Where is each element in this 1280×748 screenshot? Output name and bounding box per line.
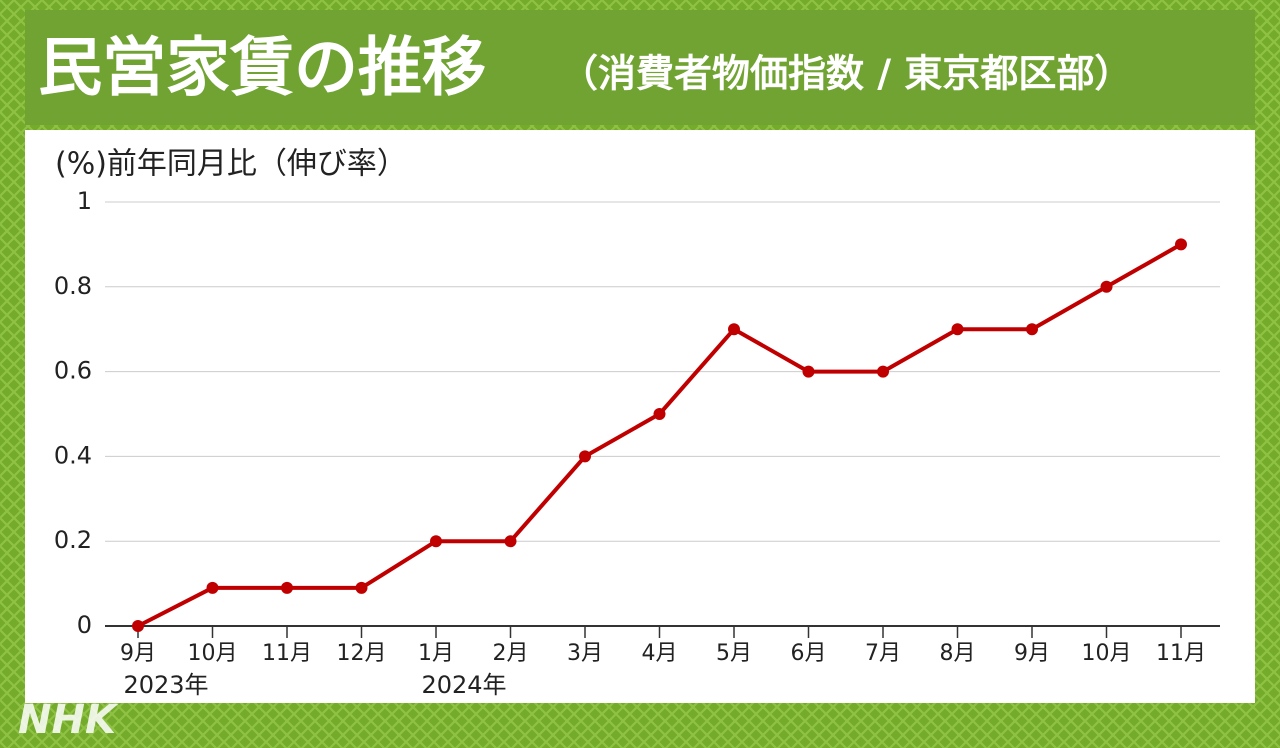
data-point bbox=[281, 581, 293, 594]
x-tick-label: 11月 bbox=[262, 641, 312, 666]
chart-subtitle: （消費者物価指数 / 東京都区部） bbox=[560, 52, 1132, 96]
data-point bbox=[504, 535, 517, 548]
data-point bbox=[355, 581, 368, 594]
plot-area: 0 0.2 0.4 0.6 0.8 1 9月 2023年 10月 11月 12月 1月 2024年 2月 3… bbox=[54, 187, 1220, 699]
plot-panel bbox=[25, 130, 1255, 703]
x-tick-label: 3月 bbox=[567, 641, 603, 666]
data-point bbox=[206, 581, 219, 594]
data-point bbox=[802, 365, 815, 378]
x-tick-label: 10月 bbox=[188, 641, 238, 666]
y-axis-label: (%)前年同月比（伸び率） bbox=[55, 147, 407, 182]
x-tick-label: 1月 bbox=[418, 641, 454, 666]
data-point bbox=[430, 535, 442, 548]
data-point bbox=[579, 450, 591, 463]
logo: NHK bbox=[18, 697, 119, 743]
data-point bbox=[653, 408, 666, 420]
x-tick-label: 2月 bbox=[493, 641, 529, 666]
x-tick-label: 11月 bbox=[1156, 641, 1206, 666]
x-tick-label: 9月 bbox=[1014, 641, 1050, 666]
data-point bbox=[1175, 238, 1187, 251]
x-tick-label: 5月 bbox=[716, 641, 752, 666]
x-tick-label: 10月 bbox=[1082, 641, 1132, 666]
chart-title: 民営家賃の推移 bbox=[38, 32, 486, 106]
data-point bbox=[728, 323, 740, 336]
y-tick-label: 0.4 bbox=[54, 441, 92, 469]
year-label: 2023年 bbox=[123, 671, 208, 699]
x-tick-label: 12月 bbox=[337, 641, 387, 666]
data-point bbox=[951, 323, 964, 336]
x-tick-label: 4月 bbox=[642, 641, 678, 666]
y-tick-label: 0 bbox=[77, 611, 92, 639]
x-tick-label: 7月 bbox=[865, 641, 901, 666]
y-tick-label: 1 bbox=[77, 187, 92, 215]
x-tick-label: 6月 bbox=[791, 641, 827, 666]
data-point bbox=[877, 365, 889, 378]
y-tick-label: 0.8 bbox=[54, 272, 92, 300]
data-point bbox=[1100, 280, 1113, 293]
y-tick-label: 0.6 bbox=[54, 357, 92, 385]
x-tick-label: 9月 bbox=[120, 641, 156, 666]
y-tick-label: 0.2 bbox=[54, 526, 92, 554]
year-label: 2024年 bbox=[421, 671, 506, 699]
title-banner bbox=[25, 10, 1255, 125]
x-tick-label: 8月 bbox=[940, 641, 976, 666]
data-point bbox=[132, 620, 144, 632]
data-point bbox=[1026, 323, 1038, 336]
